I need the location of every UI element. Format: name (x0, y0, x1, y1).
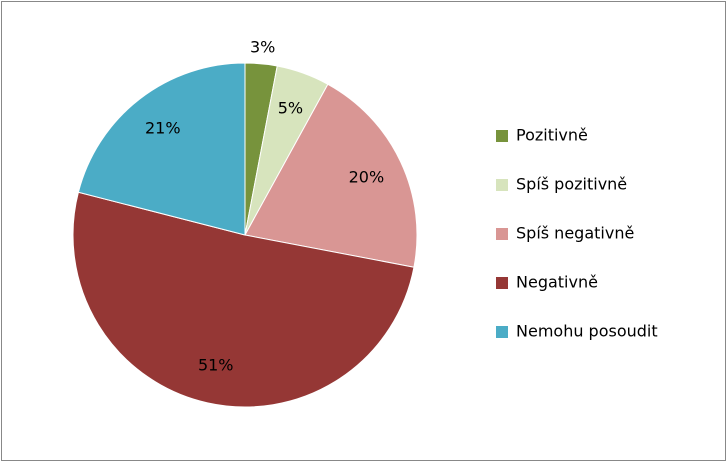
pie-slice (72, 191, 415, 408)
data-label: 5% (278, 98, 303, 117)
data-label: 51% (198, 355, 234, 374)
legend-swatch (496, 326, 508, 338)
legend-label: Spíš pozitivně (516, 175, 627, 194)
legend-swatch (496, 277, 508, 289)
legend-label: Nemohu posoudit (516, 322, 658, 341)
data-label: 20% (349, 167, 385, 186)
legend-label: Pozitivně (516, 126, 588, 145)
data-label: 21% (145, 118, 181, 137)
pie-slice (77, 62, 246, 236)
legend-label: Spíš negativně (516, 224, 634, 243)
legend-swatch (496, 179, 508, 191)
legend-swatch (496, 228, 508, 240)
pie-slice (244, 83, 418, 268)
legend-label: Negativně (516, 273, 598, 292)
data-label: 3% (250, 37, 275, 56)
legend-swatch (496, 130, 508, 142)
